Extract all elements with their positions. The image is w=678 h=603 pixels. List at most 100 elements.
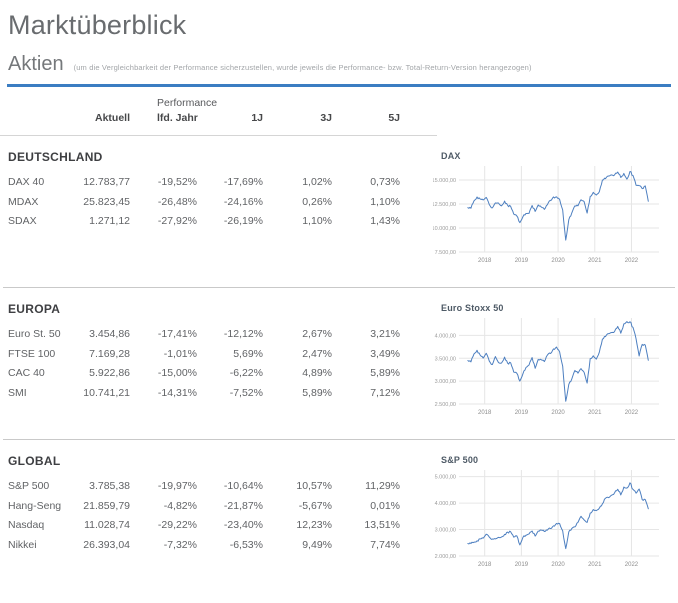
value-1j: -12,12% xyxy=(223,328,263,341)
value-lfd-jahr: -19,52% xyxy=(157,176,197,189)
value-lfd-jahr: -15,00% xyxy=(157,367,197,380)
value-5j: 13,51% xyxy=(364,519,400,532)
svg-text:2018: 2018 xyxy=(478,562,492,568)
value-5j: 3,21% xyxy=(370,328,400,341)
svg-text:7.500,00: 7.500,00 xyxy=(435,250,456,256)
index-row: FTSE 100 7.169,28 -1,01% 5,69% 2,47% 3,4… xyxy=(8,345,433,365)
value-1j: 5,69% xyxy=(233,347,263,360)
value-aktuell: 5.922,86 xyxy=(89,367,130,380)
index-row: DAX 40 12.783,77 -19,52% -17,69% 1,02% 0… xyxy=(8,173,433,193)
value-aktuell: 10.741,21 xyxy=(83,386,130,399)
section-rows: DAX 40 12.783,77 -19,52% -17,69% 1,02% 0… xyxy=(8,173,433,232)
value-1j: -6,22% xyxy=(229,367,263,380)
value-lfd-jahr: -29,22% xyxy=(157,519,197,532)
value-3j: 0,26% xyxy=(302,195,332,208)
svg-text:2020: 2020 xyxy=(551,562,565,568)
svg-text:2021: 2021 xyxy=(588,258,602,264)
col-aktuell: Aktuell xyxy=(94,112,130,125)
index-name: Nasdaq xyxy=(8,519,45,532)
chart-title: S&P 500 xyxy=(441,455,479,466)
section-table: DEUTSCHLAND DAX 40 12.783,77 -19,52% -17… xyxy=(0,136,433,287)
section-heading: DEUTSCHLAND xyxy=(8,150,103,165)
svg-text:15.000,00: 15.000,00 xyxy=(433,178,456,184)
value-5j: 11,29% xyxy=(365,480,400,493)
value-3j: 5,89% xyxy=(302,386,332,399)
svg-text:3.000,00: 3.000,00 xyxy=(435,528,456,534)
section-chart-panel: S&P 500 2018 2019 2020 2021 2022 5.000,00 4.00… xyxy=(433,440,678,591)
value-3j: 12,23% xyxy=(296,519,332,532)
aktien-subheader: Aktien (um die Vergleichbarkeit der Perf… xyxy=(8,53,678,76)
svg-text:2018: 2018 xyxy=(478,410,492,416)
svg-text:3.500,00: 3.500,00 xyxy=(435,356,456,362)
value-3j: 2,47% xyxy=(302,347,332,360)
market-overview-page: Marktüberblick Aktien (um die Vergleichb… xyxy=(0,10,678,603)
index-line-chart: 2018 2019 2020 2021 2022 15.000,00 12.500,00 10… xyxy=(433,163,678,267)
section-chart-panel: DAX 2018 2019 2020 2021 2022 15.000,00 12.500,… xyxy=(433,136,678,287)
index-name: Hang-Seng xyxy=(8,499,62,512)
index-name: DAX 40 xyxy=(8,176,45,189)
index-line-chart: 2018 2019 2020 2021 2022 5.000,00 4.000,00 3.00… xyxy=(433,467,678,571)
value-aktuell: 11.028,74 xyxy=(84,519,130,532)
svg-text:2.000,00: 2.000,00 xyxy=(435,554,456,560)
value-1j: -23,40% xyxy=(223,519,263,532)
value-aktuell: 7.169,28 xyxy=(89,347,130,360)
value-3j: 4,89% xyxy=(302,367,332,380)
svg-text:12.500,00: 12.500,00 xyxy=(433,202,456,208)
section-heading: GLOBAL xyxy=(8,454,61,469)
section-divider xyxy=(3,439,675,441)
svg-text:2021: 2021 xyxy=(588,562,602,568)
svg-text:2020: 2020 xyxy=(551,258,565,264)
value-aktuell: 3.785,38 xyxy=(89,480,130,493)
value-1j: -6,53% xyxy=(229,538,263,551)
section-heading: EUROPA xyxy=(8,302,61,317)
section-title: Aktien xyxy=(8,53,64,76)
section-divider xyxy=(3,287,675,289)
value-1j: -17,69% xyxy=(223,176,263,189)
index-row: Hang-Seng 21.859,79 -4,82% -21,87% -5,67… xyxy=(8,497,433,517)
svg-text:4.000,00: 4.000,00 xyxy=(435,333,456,339)
value-1j: -24,16% xyxy=(223,195,263,208)
value-5j: 3,49% xyxy=(370,347,400,360)
index-row: Nasdaq 11.028,74 -29,22% -23,40% 12,23% … xyxy=(8,516,433,536)
section-table: GLOBAL S&P 500 3.785,38 -19,97% -10,64% … xyxy=(0,440,433,591)
svg-text:3.000,00: 3.000,00 xyxy=(435,379,456,385)
table-header: Performance Aktuell lfd. Jahr 1J 3J 5J xyxy=(0,87,437,137)
value-lfd-jahr: -14,31% xyxy=(157,386,197,399)
svg-text:2022: 2022 xyxy=(625,562,639,568)
index-name: Euro St. 50 xyxy=(8,328,61,341)
svg-text:2020: 2020 xyxy=(551,410,565,416)
svg-text:2022: 2022 xyxy=(625,410,639,416)
chart-title: Euro Stoxx 50 xyxy=(441,303,504,314)
value-5j: 0,01% xyxy=(370,499,400,512)
performance-group-label: Performance xyxy=(157,97,218,110)
sections-container: DEUTSCHLAND DAX 40 12.783,77 -19,52% -17… xyxy=(0,136,678,591)
value-aktuell: 26.393,04 xyxy=(83,538,130,551)
index-name: SDAX xyxy=(8,215,37,228)
value-lfd-jahr: -27,92% xyxy=(157,215,197,228)
market-section: EUROPA Euro St. 50 3.454,86 -17,41% -12,… xyxy=(0,288,678,439)
index-row: S&P 500 3.785,38 -19,97% -10,64% 10,57% … xyxy=(8,477,433,497)
index-row: SDAX 1.271,12 -27,92% -26,19% 1,10% 1,43… xyxy=(8,212,433,232)
col-1j: 1J xyxy=(251,112,263,125)
section-table: EUROPA Euro St. 50 3.454,86 -17,41% -12,… xyxy=(0,288,433,439)
value-3j: -5,67% xyxy=(298,499,332,512)
value-1j: -7,52% xyxy=(229,386,263,399)
value-1j: -21,87% xyxy=(223,499,263,512)
index-row: MDAX 25.823,45 -26,48% -24,16% 0,26% 1,1… xyxy=(8,193,433,213)
index-row: Nikkei 26.393,04 -7,32% -6,53% 9,49% 7,7… xyxy=(8,536,433,556)
value-aktuell: 3.454,86 xyxy=(89,328,130,341)
section-chart-panel: Euro Stoxx 50 2018 2019 2020 2021 2022 4.000,… xyxy=(433,288,678,439)
value-3j: 9,49% xyxy=(302,538,332,551)
blue-divider xyxy=(7,84,671,88)
col-lfd-jahr: lfd. Jahr xyxy=(157,112,198,125)
svg-text:2021: 2021 xyxy=(588,410,602,416)
value-3j: 1,02% xyxy=(302,176,332,189)
chart-title: DAX xyxy=(441,151,461,162)
value-1j: -10,64% xyxy=(223,480,263,493)
svg-text:2022: 2022 xyxy=(625,258,639,264)
col-3j: 3J xyxy=(320,112,332,125)
value-1j: -26,19% xyxy=(223,215,263,228)
value-5j: 5,89% xyxy=(370,367,400,380)
svg-text:10.000,00: 10.000,00 xyxy=(433,226,456,232)
index-line-chart: 2018 2019 2020 2021 2022 4.000,00 3.500,00 3.00… xyxy=(433,315,678,419)
